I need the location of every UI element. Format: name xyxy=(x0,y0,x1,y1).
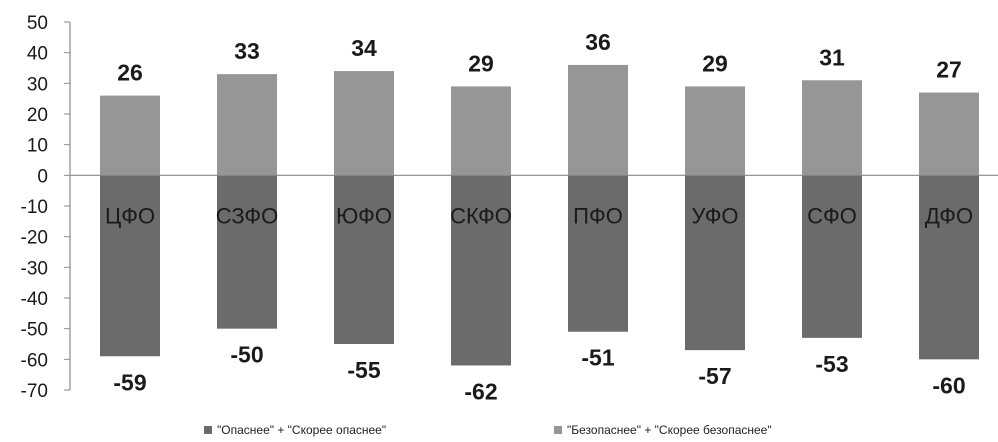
bar-negative xyxy=(685,175,745,351)
y-axis-ticks: 50 40 30 20 10 0 -10 -20 -30 -40 -50 -60 -70 xyxy=(21,13,70,402)
bar-positive xyxy=(217,74,277,176)
bar-positive xyxy=(568,64,628,176)
y-tick-label: 40 xyxy=(27,44,48,65)
data-label-positive: 29 xyxy=(702,50,728,76)
bar-negative xyxy=(919,175,979,360)
data-label-positive: 31 xyxy=(819,44,845,70)
legend-label-positive: "Безопаснее" + "Скорее безопаснее" xyxy=(567,423,772,437)
y-tick-label: 50 xyxy=(27,13,48,34)
legend-swatch-negative xyxy=(204,426,212,434)
bar-negative xyxy=(451,175,511,366)
y-tick-label: 20 xyxy=(27,105,48,126)
y-tick-label: 10 xyxy=(27,136,48,157)
data-label-negative: -51 xyxy=(581,345,614,371)
y-tick-label: 0 xyxy=(37,166,48,187)
data-label-positive: 34 xyxy=(351,35,377,61)
bar-negative xyxy=(100,175,160,357)
category-label: ЮФО xyxy=(336,203,392,228)
bar-positive xyxy=(685,86,745,176)
data-labels: 26 -59 33 -50 34 -55 29 -62 36 -51 29 -57 31 -53 27 -60 xyxy=(113,29,965,405)
category-label: ДФО xyxy=(925,203,973,228)
data-label-positive: 26 xyxy=(117,60,143,86)
data-label-positive: 29 xyxy=(468,50,494,76)
category-label: СФО xyxy=(807,203,857,228)
y-tick-label: -30 xyxy=(21,258,48,279)
category-label: СКФО xyxy=(450,203,512,228)
data-label-negative: -57 xyxy=(698,363,731,389)
legend-label-negative: "Опаснее" + "Скорее опаснее" xyxy=(217,423,387,437)
y-tick-label: -60 xyxy=(21,350,48,371)
y-tick-label: -40 xyxy=(21,289,48,310)
y-tick-label: -70 xyxy=(21,381,48,402)
legend-swatch-positive xyxy=(554,426,562,434)
axes-group xyxy=(69,22,998,390)
category-labels: ЦФО СЗФО ЮФО СКФО ПФО УФО СФО ДФО xyxy=(105,203,973,228)
bars-group xyxy=(100,64,979,366)
category-label: УФО xyxy=(691,203,738,228)
data-label-negative: -62 xyxy=(464,378,497,404)
bar-positive xyxy=(334,71,394,176)
bar-negative xyxy=(802,175,862,338)
data-label-positive: 33 xyxy=(234,38,260,64)
category-label: ПФО xyxy=(573,203,623,228)
bar-positive xyxy=(100,95,160,176)
category-label: СЗФО xyxy=(216,203,279,228)
legend-item-positive: "Безопаснее" + "Скорее безопаснее" xyxy=(554,423,772,437)
data-label-positive: 27 xyxy=(936,57,962,83)
data-label-negative: -59 xyxy=(113,369,146,395)
bar-positive xyxy=(802,80,862,176)
legend-item-negative: "Опаснее" + "Скорее опаснее" xyxy=(204,423,386,437)
y-tick-label: -20 xyxy=(21,228,48,249)
bar-negative xyxy=(217,175,277,329)
category-label: ЦФО xyxy=(105,203,155,228)
data-label-negative: -50 xyxy=(230,342,263,368)
bar-negative xyxy=(334,175,394,344)
y-tick-label: -50 xyxy=(21,320,48,341)
y-tick-label: 30 xyxy=(27,74,48,95)
bar-negative xyxy=(568,175,628,332)
y-tick-label: -10 xyxy=(21,197,48,218)
data-label-negative: -60 xyxy=(932,372,965,398)
data-label-positive: 36 xyxy=(585,29,611,55)
data-label-negative: -55 xyxy=(347,357,380,383)
bar-positive xyxy=(919,92,979,176)
data-label-negative: -53 xyxy=(815,351,848,377)
bar-positive xyxy=(451,86,511,176)
